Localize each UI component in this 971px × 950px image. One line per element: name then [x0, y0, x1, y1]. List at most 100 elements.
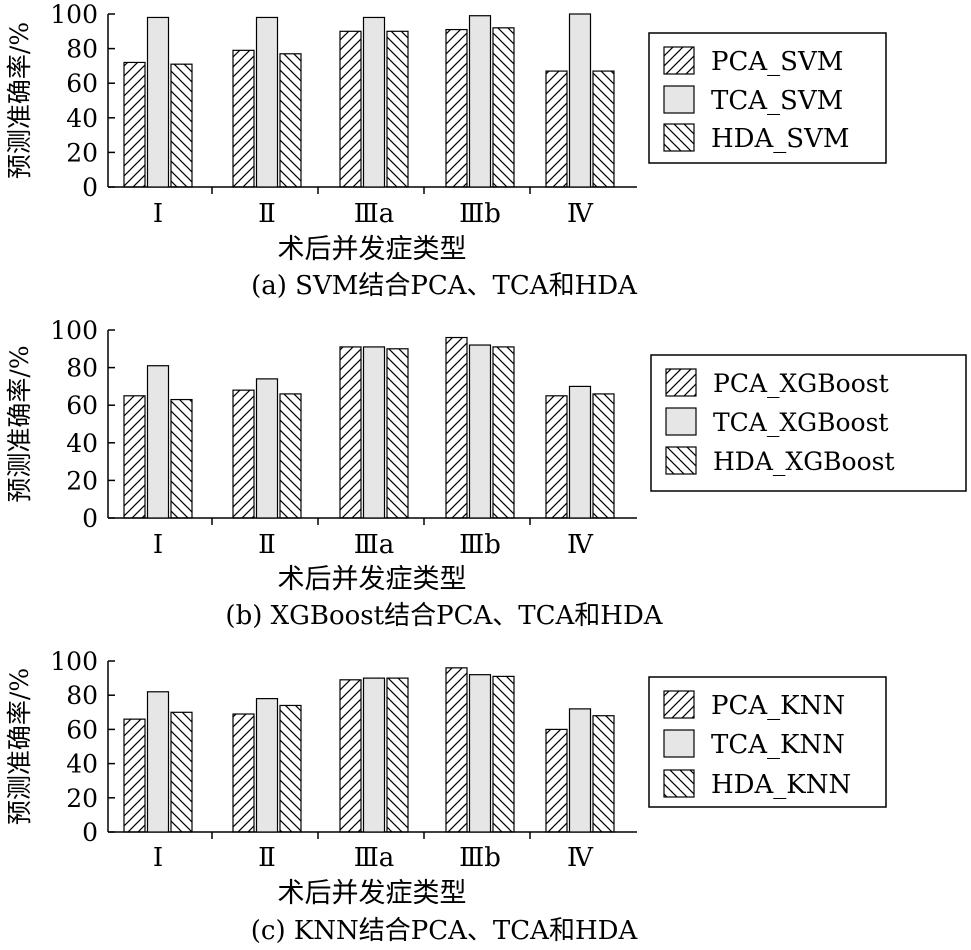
- bar-TCA_XGBoost-3: [362, 346, 386, 519]
- x-tick-label: Ⅲb: [459, 530, 501, 560]
- bar-HDA_SVM-2: [279, 53, 302, 188]
- x-tick-label: Ⅰ: [153, 530, 163, 560]
- bar-TCA_SVM-4: [468, 15, 492, 188]
- bar-HDA_KNN-3: [386, 677, 409, 833]
- y-tick-label: 100: [50, 0, 98, 29]
- y-axis-label: 预测准确率/%: [5, 22, 34, 179]
- panel-caption: (c) KNN结合PCA、TCA和HDA: [251, 916, 639, 946]
- bar-PCA_KNN-1: [123, 718, 146, 833]
- panel-3: 0 20 40 60 80 100 预测准确率/% Ⅰ Ⅱ Ⅲa Ⅲb Ⅳ 术后并发症类型 (c) KNN…: [5, 647, 887, 946]
- bar-TCA_KNN-4: [468, 674, 492, 833]
- bar-PCA_KNN-2: [232, 713, 255, 833]
- x-axis-label: 术后并发症类型: [278, 564, 467, 595]
- x-tick-label: Ⅰ: [153, 199, 163, 229]
- legend-swatch: [663, 46, 695, 75]
- bar-PCA_XGBoost-3: [339, 346, 362, 519]
- bar-TCA_KNN-2: [255, 698, 279, 833]
- bar-HDA_XGBoost-2: [279, 393, 302, 519]
- bar-HDA_SVM-4: [492, 27, 515, 188]
- x-tick-label: Ⅱ: [258, 843, 276, 873]
- bar-HDA_SVM-3: [386, 30, 409, 188]
- x-tick-label: Ⅱ: [258, 199, 276, 229]
- x-tick-label: Ⅲb: [459, 199, 501, 229]
- bar-TCA_SVM-5: [568, 13, 592, 188]
- legend-label: TCA_XGBoost: [713, 408, 888, 437]
- x-tick-label: Ⅲb: [459, 843, 501, 873]
- legend-label: PCA_KNN: [711, 691, 845, 721]
- x-tick-label: Ⅲa: [354, 530, 395, 560]
- y-tick-label: 20: [66, 138, 98, 167]
- bar-PCA_XGBoost-1: [123, 395, 146, 519]
- legend-swatch: [663, 690, 695, 719]
- legend-label: PCA_SVM: [711, 47, 843, 77]
- bar-PCA_XGBoost-4: [445, 336, 468, 519]
- legend-label: HDA_KNN: [711, 770, 851, 800]
- bar-TCA_XGBoost-2: [255, 378, 279, 519]
- y-axis-label: 预测准确率/%: [5, 345, 34, 502]
- bar-TCA_SVM-2: [255, 16, 279, 188]
- x-tick-label: Ⅳ: [567, 199, 594, 229]
- bar-HDA_XGBoost-4: [492, 346, 515, 519]
- legend-label: TCA_SVM: [711, 86, 843, 116]
- panel-caption: (b) XGBoost结合PCA、TCA和HDA: [225, 601, 663, 631]
- bar-PCA_SVM-3: [339, 30, 362, 188]
- y-tick-label: 80: [66, 35, 98, 64]
- bar-PCA_SVM-5: [545, 70, 568, 188]
- bar-HDA_SVM-5: [592, 70, 615, 188]
- bar-HDA_XGBoost-5: [592, 393, 615, 519]
- legend-swatch: [665, 446, 697, 475]
- y-tick-label: 40: [66, 750, 98, 779]
- y-tick-label: 100: [50, 647, 98, 676]
- x-tick-label: Ⅲa: [354, 199, 395, 229]
- bar-HDA_SVM-1: [170, 63, 193, 188]
- bar-TCA_SVM-1: [146, 16, 170, 188]
- bar-PCA_XGBoost-2: [232, 389, 255, 519]
- y-tick-label: 100: [50, 316, 98, 345]
- bar-TCA_XGBoost-4: [468, 344, 492, 519]
- y-tick-label: 80: [66, 354, 98, 383]
- y-tick-label: 40: [66, 104, 98, 133]
- x-tick-label: Ⅲa: [354, 843, 395, 873]
- y-tick-label: 0: [82, 173, 98, 202]
- legend-box: [650, 354, 967, 492]
- bar-PCA_SVM-1: [123, 61, 146, 188]
- bar-PCA_KNN-5: [545, 728, 568, 833]
- bar-TCA_KNN-5: [568, 708, 592, 833]
- bar-PCA_SVM-4: [445, 28, 468, 188]
- x-axis-label: 术后并发症类型: [278, 878, 467, 909]
- legend: PCA_SVM TCA_SVM HDA_SVM: [648, 32, 887, 164]
- legend-swatch: [663, 123, 695, 152]
- x-tick-label: Ⅰ: [153, 843, 163, 873]
- y-tick-label: 20: [66, 466, 98, 495]
- legend-label: TCA_KNN: [711, 730, 845, 760]
- bar-HDA_KNN-1: [170, 711, 193, 833]
- panel-1: 0 20 40 60 80 100 预测准确率/% Ⅰ Ⅱ Ⅲa Ⅲb Ⅳ 术后并发症类型 (a) SVM…: [5, 0, 887, 301]
- legend-label: PCA_XGBoost: [713, 369, 889, 398]
- legend-label: HDA_XGBoost: [713, 447, 895, 476]
- legend-swatch: [665, 407, 697, 436]
- bar-TCA_KNN-3: [362, 677, 386, 833]
- bar-HDA_KNN-2: [279, 704, 302, 833]
- panel-2: 0 20 40 60 80 100 预测准确率/% Ⅰ Ⅱ Ⅲa Ⅲb Ⅳ 术后并发症类型 (b) XGB…: [5, 316, 967, 631]
- y-tick-label: 0: [82, 818, 98, 847]
- legend-label: HDA_SVM: [711, 124, 850, 154]
- y-tick-label: 40: [66, 429, 98, 458]
- legend-swatch: [665, 368, 697, 397]
- x-tick-label: Ⅳ: [567, 843, 594, 873]
- legend-swatch: [663, 769, 695, 798]
- bar-TCA_SVM-3: [362, 16, 386, 188]
- bar-TCA_XGBoost-1: [146, 365, 170, 519]
- x-tick-label: Ⅱ: [258, 530, 276, 560]
- y-tick-label: 60: [66, 69, 98, 98]
- bar-PCA_SVM-2: [232, 49, 255, 188]
- legend: PCA_KNN TCA_KNN HDA_KNN: [648, 676, 887, 808]
- y-tick-label: 0: [82, 504, 98, 533]
- bar-HDA_KNN-5: [592, 715, 615, 833]
- bar-PCA_KNN-3: [339, 679, 362, 833]
- legend: PCA_XGBoost TCA_XGBoost HDA_XGBoost: [650, 354, 967, 492]
- bar-HDA_KNN-4: [492, 675, 515, 833]
- bar-HDA_XGBoost-1: [170, 398, 193, 519]
- panel-caption: (a) SVM结合PCA、TCA和HDA: [251, 271, 638, 301]
- y-tick-label: 60: [66, 715, 98, 744]
